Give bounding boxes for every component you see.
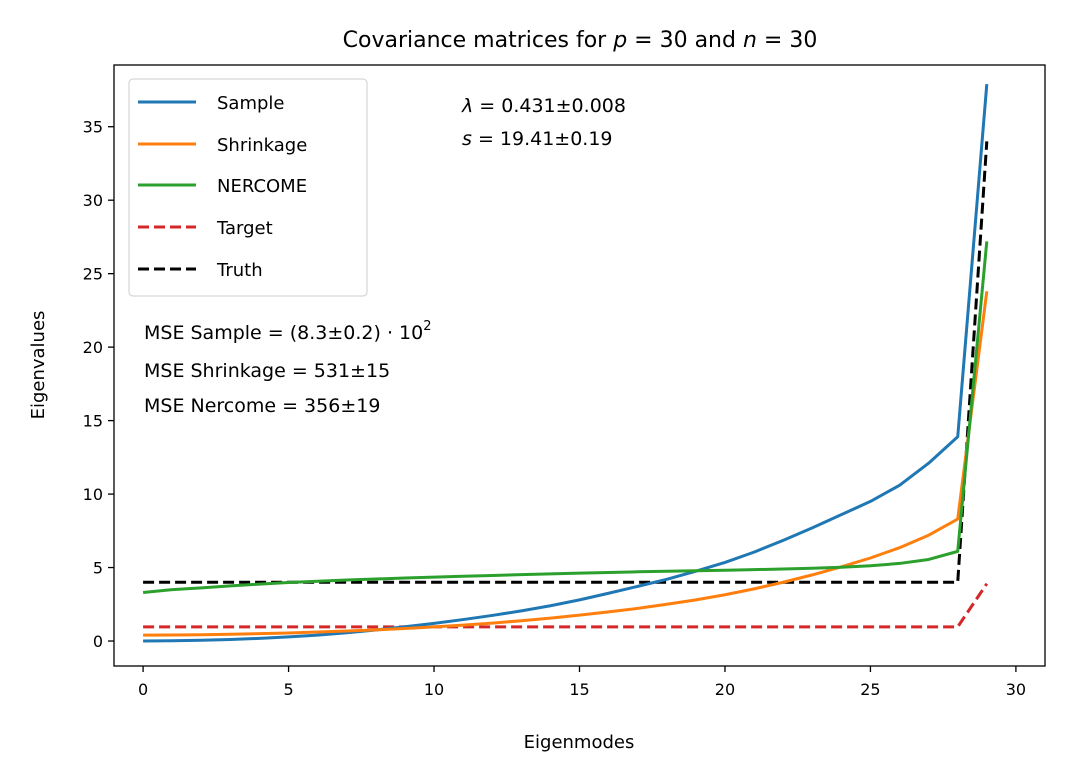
s-annotation: s = 19.41±0.19 (462, 128, 613, 150)
x-tick-label: 25 (860, 680, 880, 699)
x-tick-label: 20 (715, 680, 735, 699)
s-symbol: s (462, 128, 472, 150)
x-tick-label: 10 (424, 680, 444, 699)
legend-label-truth: Truth (216, 260, 263, 281)
mse-shrinkage-annotation: MSE Shrinkage = 531±15 (144, 360, 390, 382)
series-line-nercome (142, 241, 989, 595)
series-line-target (143, 582, 989, 629)
series-line-shrinkage (143, 291, 989, 637)
plot-frame (113, 64, 1046, 667)
series-layer (142, 83, 989, 643)
mse-sample-annotation: MSE Sample = (8.3±0.2) · 102 (144, 319, 432, 344)
x-tick-label: 15 (569, 680, 589, 699)
title-n: n (743, 28, 757, 53)
x-tick-label: 0 (138, 680, 148, 699)
y-tick-label: 30 (83, 191, 103, 210)
s-value: = 19.41±0.19 (472, 128, 613, 150)
title-suffix: = 30 (757, 28, 817, 53)
y-tick-label: 0 (93, 632, 103, 651)
x-tick-label: 30 (1006, 680, 1026, 699)
y-tick-label: 25 (83, 265, 103, 284)
legend-label-nercome: NERCOME (217, 176, 307, 197)
x-tick-label: 5 (283, 680, 293, 699)
y-tick-label: 20 (83, 338, 103, 357)
y-axis-label: Eigenvalues (28, 311, 49, 420)
legend: Sample Shrinkage NERCOME Target Truth (128, 78, 368, 297)
legend-label-shrinkage: Shrinkage (217, 135, 307, 156)
title-p: p (612, 28, 627, 53)
y-tick-label: 15 (83, 412, 103, 431)
series-line-truth (143, 141, 989, 584)
x-axis-label: Eigenmodes (524, 732, 635, 753)
lambda-value: = 0.431±0.008 (473, 95, 626, 117)
series-line-sample (143, 83, 989, 643)
mse-nercome-annotation: MSE Nercome = 356±19 (144, 395, 380, 417)
legend-label-target: Target (216, 218, 273, 239)
title-mid: = 30 and (627, 28, 743, 53)
mse-sample-exponent: 2 (423, 319, 431, 334)
chart-title: Covariance matrices for p = 30 and n = 3… (343, 28, 818, 53)
y-tick-label: 10 (83, 485, 103, 504)
ticks-layer: 0 5 10 15 20 25 30 0 5 10 15 20 25 30 35 (83, 118, 1026, 699)
mse-sample-text: MSE Sample = (8.3±0.2) · 10 (144, 322, 423, 344)
lambda-symbol: λ (461, 95, 473, 117)
lambda-annotation: λ = 0.431±0.008 (461, 95, 626, 117)
legend-box (128, 78, 368, 297)
y-tick-label: 5 (93, 559, 103, 578)
legend-label-sample: Sample (217, 93, 285, 114)
title-prefix: Covariance matrices for (343, 28, 614, 53)
y-tick-label: 35 (83, 118, 103, 137)
